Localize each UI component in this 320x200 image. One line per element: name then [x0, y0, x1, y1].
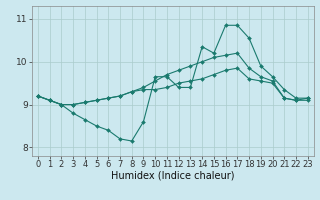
- X-axis label: Humidex (Indice chaleur): Humidex (Indice chaleur): [111, 171, 235, 181]
